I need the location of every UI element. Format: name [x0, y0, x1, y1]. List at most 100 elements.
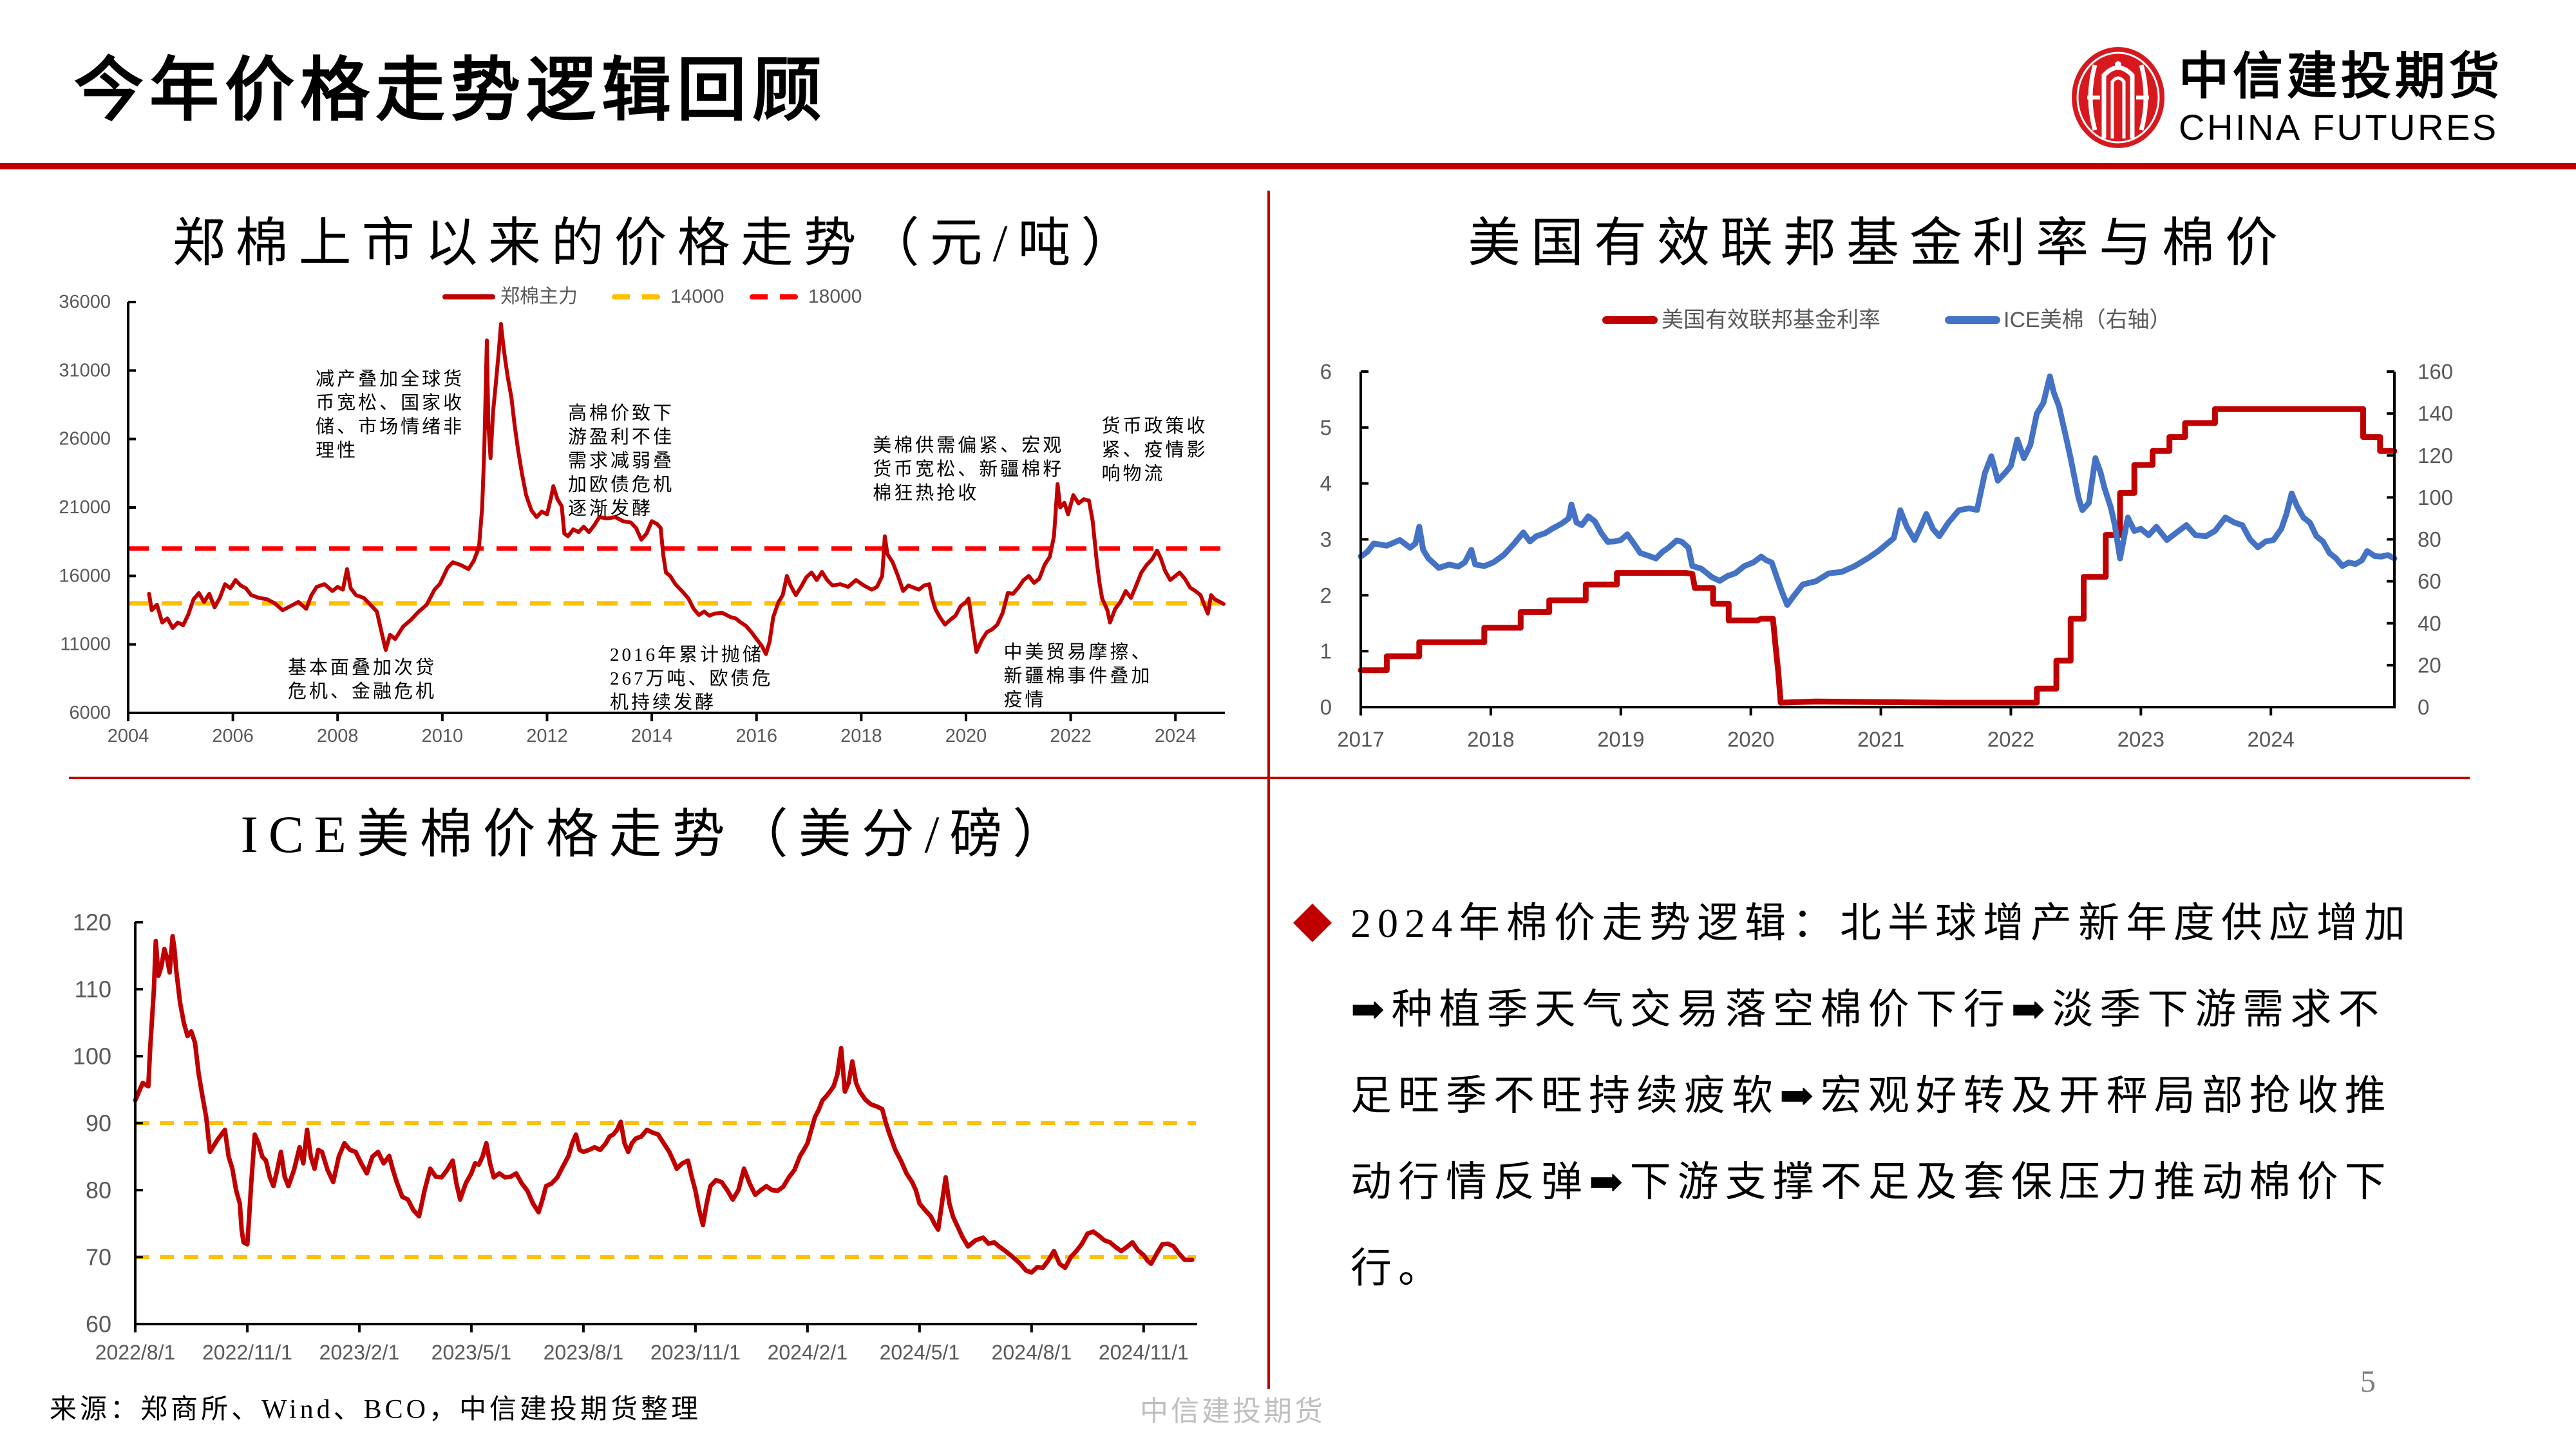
legend-label-ice-cotton: ICE美棉（右轴） [2003, 308, 2172, 332]
y-right-tick-label: 60 [2418, 569, 2441, 593]
chart-annotation: 货币政策收紧、疫情影响物流 [1102, 415, 1208, 484]
chart-annotation: 中美贸易摩擦、新疆棉事件叠加疫情 [1003, 641, 1152, 710]
y-tick-label: 21000 [59, 497, 111, 518]
x-tick-label: 2023/5/1 [431, 1341, 512, 1364]
vertical-divider [1267, 191, 1270, 1389]
y-tick-label: 36000 [59, 292, 111, 312]
chart-title-fed-rate-vs-cotton: 美国有效联邦基金利率与棉价 [1467, 214, 2288, 272]
chart-annotation: 减产叠加全球货币宽松、国家收储、市场情绪非理性 [316, 368, 464, 461]
x-tick-label: 2014 [631, 726, 673, 746]
legend-swatch-14000 [612, 294, 660, 299]
x-tick-label: 2024 [2247, 728, 2294, 752]
y-right-tick-label: 20 [2418, 653, 2441, 677]
header-divider [0, 163, 2576, 169]
y-tick-label: 90 [86, 1110, 111, 1137]
logo-chinese-name: 中信建投期货 [2179, 48, 2504, 104]
chart-title-zce-cotton: 郑棉上市以来的价格走势（元/吨） [172, 214, 1144, 272]
y-tick-label: 2 [1320, 583, 1332, 607]
x-tick-label: 2024 [1155, 726, 1197, 746]
y-right-tick-label: 40 [2418, 611, 2441, 635]
x-tick-label: 2022 [1050, 726, 1092, 746]
horizontal-divider [69, 777, 2470, 779]
y-tick-label: 0 [1320, 696, 1332, 719]
series-line [147, 322, 1226, 656]
y-tick-label: 60 [86, 1311, 111, 1338]
chart-annotation: 美棉供需偏紧、宏观货币宽松、新疆棉籽棉狂热抢收 [873, 435, 1064, 504]
x-tick-label: 2017 [1337, 728, 1384, 752]
y-tick-label: 80 [86, 1177, 111, 1204]
x-tick-label: 2010 [422, 726, 464, 746]
x-tick-label: 2020 [945, 726, 987, 746]
page-number: 5 [2360, 1365, 2376, 1399]
legend-label-14000: 14000 [670, 286, 724, 307]
x-tick-label: 2024/2/1 [768, 1341, 848, 1364]
legend-swatch-zce-main [442, 294, 495, 299]
y-right-tick-label: 160 [2418, 360, 2453, 384]
x-tick-label: 2018 [840, 726, 882, 746]
slide-title: 今年价格走势逻辑回顾 [74, 53, 828, 129]
y-tick-label: 70 [86, 1244, 111, 1271]
x-tick-label: 2021 [1857, 728, 1904, 752]
x-tick-label: 2024/8/1 [992, 1341, 1072, 1364]
x-tick-label: 2012 [526, 726, 568, 746]
x-tick-label: 2023/2/1 [319, 1341, 400, 1364]
logo-english-name: CHINA FUTURES [2179, 107, 2499, 147]
legend-label-zce-main: 郑棉主力 [500, 286, 578, 307]
y-tick-label: 110 [75, 976, 111, 1003]
x-tick-label: 2022 [1987, 728, 2034, 752]
summary-line-2: ➡种植季天气交易落空棉价下行➡淡季下游需求不 [1350, 987, 2386, 1032]
y-tick-label: 26000 [59, 429, 111, 450]
y-tick-label: 5 [1320, 415, 1332, 439]
x-tick-label: 2023 [2117, 728, 2164, 752]
axes: 60 70 80 90 100 110 120 2022/8/1 2022/11/1 2023/2… [73, 909, 1197, 1364]
chart-annotation: 高棉价致下游盈利不佳需求减弱叠加欧债危机逐渐发酵 [568, 402, 674, 519]
x-tick-label: 2019 [1597, 728, 1644, 752]
y-tick-label: 16000 [59, 565, 111, 586]
y-right-tick-label: 120 [2418, 444, 2453, 468]
summary-line-4: 动行情反弹➡下游支撑不足及套保压力推动棉价下 [1350, 1159, 2392, 1205]
y-right-tick-label: 140 [2418, 402, 2453, 426]
y-tick-label: 3 [1320, 527, 1332, 551]
x-tick-label: 2006 [212, 726, 254, 746]
chart-annotation: 2016年累计抛储 267万吨、欧债危机持续发酵 [610, 644, 773, 713]
chart-title-ice-cotton: ICE美棉价格走势（美分/磅） [240, 805, 1076, 864]
x-tick-label: 2020 [1727, 728, 1774, 752]
y-tick-label: 120 [73, 909, 111, 936]
y-tick-label: 4 [1320, 471, 1332, 495]
x-tick-label: 2004 [108, 726, 149, 746]
x-tick-label: 2008 [317, 726, 359, 746]
y-tick-label: 6 [1320, 360, 1332, 384]
chart-ice-cotton: 60 70 80 90 100 110 120 2022/8/1 2022/11/1 2023/2… [73, 909, 1197, 1364]
summary-line-3: 足旺季不旺持续疲软➡宏观好转及开秤局部抢收推 [1350, 1073, 2392, 1119]
x-tick-label: 2024/11/1 [1099, 1341, 1189, 1364]
y-right-tick-label: 80 [2418, 527, 2441, 551]
footer-watermark: 中信建投期货 [1140, 1396, 1325, 1427]
x-tick-label: 2022/11/1 [202, 1341, 292, 1364]
legend-label-fed-rate: 美国有效联邦基金利率 [1662, 308, 1880, 332]
series-line [1358, 374, 2398, 608]
citic-logo-icon [2072, 47, 2164, 148]
y-tick-label: 31000 [59, 360, 111, 381]
series-line [1358, 406, 2398, 706]
legend-swatch-fed-rate [1602, 316, 1658, 324]
x-tick-label: 2023/8/1 [544, 1341, 624, 1364]
y-tick-label: 6000 [69, 703, 111, 723]
source-note: 来源：郑商所、Wind、BCO，中信建投期货整理 [50, 1395, 701, 1425]
summary-line-1: 2024年棉价走势逻辑：北半球增产新年度供应增加 [1350, 900, 2412, 946]
x-tick-label: 2023/11/1 [650, 1341, 741, 1364]
x-tick-label: 2016 [735, 726, 777, 746]
legend-swatch-ice-cotton [1945, 316, 2000, 324]
legend-swatch-18000 [750, 294, 798, 299]
x-tick-label: 2018 [1467, 728, 1514, 752]
y-right-tick-label: 100 [2418, 486, 2453, 509]
y-tick-label: 1 [1320, 639, 1332, 663]
series-line [133, 934, 1195, 1275]
y-tick-label: 100 [73, 1043, 111, 1070]
axes: 6000 11000 16000 21000 26000 31000 36000 2004 20… [59, 292, 1225, 746]
y-tick-label: 11000 [61, 634, 111, 655]
x-tick-label: 2022/8/1 [95, 1341, 176, 1364]
